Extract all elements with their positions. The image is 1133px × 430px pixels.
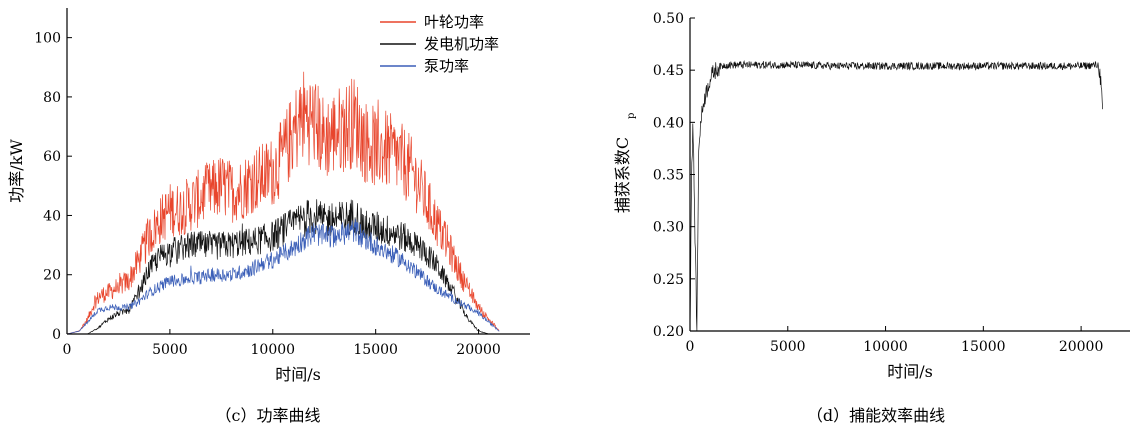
efficiency-y-tick-label: 0.30: [653, 220, 684, 236]
power-y-tick-label: 60: [43, 149, 61, 165]
efficiency-y-axis-label-subscript: p: [626, 113, 637, 119]
power-x-tick-label: 5000: [152, 342, 188, 358]
efficiency-y-tick-label: 0.25: [653, 272, 684, 288]
efficiency-y-tick-label: 0.50: [653, 11, 684, 27]
efficiency-ticks-layer: 0 5000 10000 15000 20000 0.20 0.25 0.30 0.35 0.40…: [653, 11, 1104, 355]
efficiency-y-axis-label: 捕获系数C: [613, 137, 632, 213]
efficiency-x-tick-label: 0: [686, 339, 695, 355]
efficiency-series-layer: [689, 60, 1103, 332]
power-series-line-0: [66, 71, 500, 335]
efficiency-chart-caption: （d）捕能效率曲线: [807, 406, 945, 425]
efficiency-y-tick-label: 0.35: [653, 168, 684, 184]
efficiency-x-tick-label: 15000: [961, 339, 1006, 355]
legend-label-impeller: 叶轮功率: [424, 13, 484, 31]
power-y-axis-label: 功率/kW: [7, 139, 26, 203]
power-y-tick-label: 80: [43, 90, 61, 106]
legend-label-pump: 泵功率: [424, 57, 469, 75]
efficiency-y-tick-label: 0.40: [653, 115, 684, 131]
power-legend: 叶轮功率 发电机功率 泵功率: [380, 13, 499, 75]
power-series-layer: [66, 71, 500, 335]
power-series-line-2: [66, 219, 500, 335]
power-chart: 0 5000 10000 15000 20000 0 20 40 60 80 100 时间/s 功率…: [7, 8, 530, 425]
power-x-axis-label: 时间/s: [275, 365, 321, 384]
power-y-tick-label: 100: [34, 31, 61, 47]
power-chart-caption: （c）功率曲线: [216, 406, 321, 425]
power-y-tick-label: 0: [52, 327, 61, 343]
power-x-tick-label: 15000: [353, 342, 398, 358]
efficiency-x-tick-label: 20000: [1059, 339, 1104, 355]
power-y-tick-label: 20: [43, 268, 61, 284]
power-ticks-layer: 0 5000 10000 15000 20000 0 20 40 60 80 100: [34, 31, 501, 358]
power-x-tick-label: 10000: [251, 342, 296, 358]
efficiency-chart: 0 5000 10000 15000 20000 0.20 0.25 0.30 0.35 0.40…: [613, 11, 1130, 425]
power-x-tick-label: 0: [63, 342, 72, 358]
power-y-tick-label: 40: [43, 208, 61, 224]
efficiency-x-tick-label: 10000: [863, 339, 908, 355]
efficiency-x-axis-label: 时间/s: [887, 362, 933, 381]
power-x-tick-label: 20000: [456, 342, 501, 358]
efficiency-y-tick-label: 0.45: [653, 63, 684, 79]
efficiency-y-tick-label: 0.20: [653, 324, 684, 340]
efficiency-y-axis-label-group: 捕获系数C p: [613, 113, 637, 214]
efficiency-series-line-0: [689, 60, 1103, 332]
legend-label-generator: 发电机功率: [424, 35, 499, 53]
efficiency-x-tick-label: 5000: [770, 339, 806, 355]
